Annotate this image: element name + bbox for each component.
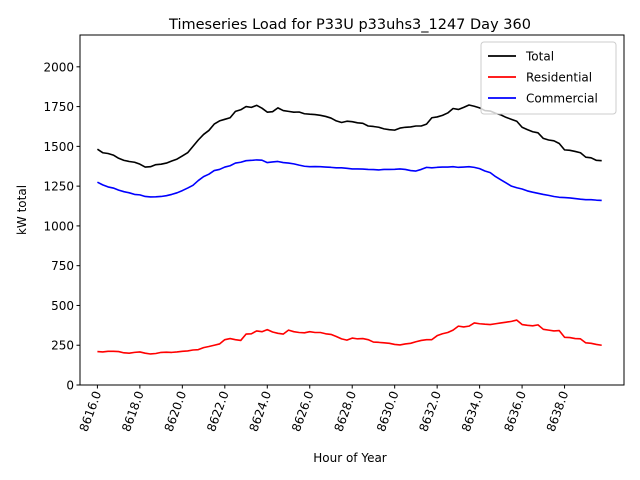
series-line-total: [96, 104, 602, 168]
x-tick-label: 8638.0: [544, 389, 572, 433]
x-tick-label: 8624.0: [247, 389, 275, 433]
y-tick-label: 0: [66, 379, 74, 393]
x-tick-label: 8618.0: [119, 389, 147, 433]
x-tick-label: 8616.0: [77, 389, 105, 433]
x-tick-label: 8630.0: [374, 389, 402, 433]
x-tick-label: 8626.0: [289, 389, 317, 433]
y-tick-label: 1500: [43, 140, 74, 154]
x-tick-label: 8634.0: [459, 389, 487, 433]
legend-frame: [480, 41, 617, 115]
series-line-residential: [97, 319, 602, 355]
chart-title: Timeseries Load for P33U p33uhs3_1247 Da…: [168, 17, 531, 33]
y-tick-label: 1000: [43, 219, 74, 233]
legend-label-residential: Residential: [526, 71, 592, 85]
legend-label-total: Total: [525, 50, 554, 64]
y-tick-label: 500: [51, 299, 74, 313]
x-tick-label: 8628.0: [332, 389, 360, 433]
x-axis-ticks: 8616.0 8618.0 8620.0 8622.0 8624.0 8626.0 8628…: [77, 385, 572, 433]
legend: Total Residential Commercial: [480, 41, 617, 115]
x-tick-label: 8622.0: [204, 389, 232, 433]
y-tick-label: 250: [51, 339, 74, 353]
x-tick-label: 8636.0: [501, 389, 529, 433]
y-tick-label: 1750: [43, 100, 74, 114]
y-tick-label: 750: [51, 259, 74, 273]
y-tick-label: 2000: [43, 60, 74, 74]
y-axis-label: kW total: [15, 185, 29, 235]
series-line-commercial: [97, 159, 602, 202]
x-tick-label: 8632.0: [416, 389, 444, 433]
legend-label-commercial: Commercial: [526, 92, 598, 106]
y-axis-ticks: 0 250 500 750 1000 1250 1500 1750 2000: [43, 60, 80, 393]
x-tick-label: 8620.0: [162, 389, 190, 433]
y-tick-label: 1250: [43, 180, 74, 194]
x-axis-label: Hour of Year: [313, 451, 387, 465]
series-lines: [96, 104, 602, 355]
